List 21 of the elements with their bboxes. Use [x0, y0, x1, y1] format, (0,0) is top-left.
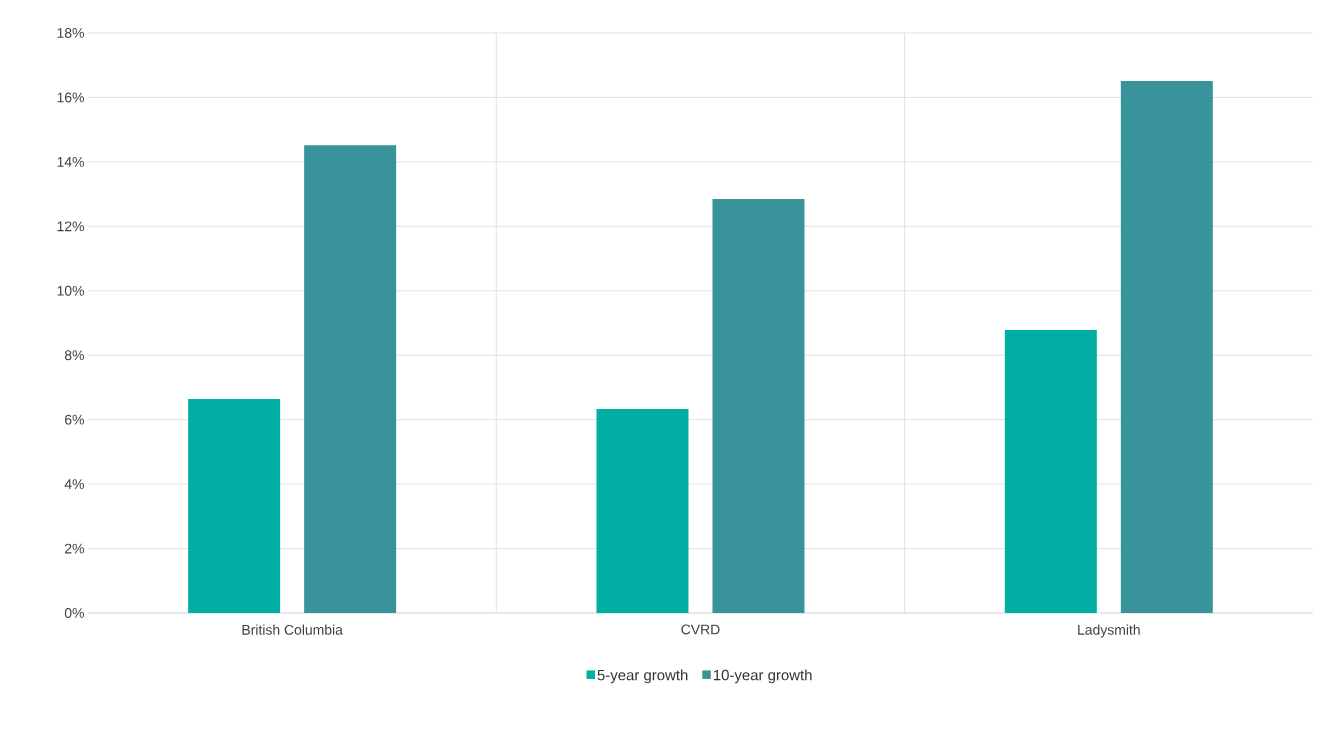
- bar: [596, 409, 689, 613]
- y-tick-label: 10%: [57, 285, 84, 296]
- y-tick-label: 12%: [57, 221, 84, 232]
- bar: [1004, 330, 1097, 613]
- y-tick-label: 14%: [57, 156, 84, 167]
- y-tick-label: 0%: [64, 608, 84, 618]
- legend-label: 5-year growth: [597, 669, 688, 684]
- x-tick-label: Ladysmith: [1078, 624, 1140, 638]
- y-tick-label: 18%: [57, 28, 84, 38]
- y-tick-label: 6%: [65, 414, 84, 425]
- x-tick-label: British Columbia: [242, 624, 343, 635]
- bar: [188, 399, 281, 613]
- bar: [304, 145, 397, 613]
- y-tick-label: 8%: [64, 350, 84, 361]
- bar: [1120, 81, 1213, 613]
- y-tick-label: 2%: [65, 543, 84, 554]
- y-tick-label: 4%: [64, 479, 84, 489]
- legend-label: 10-year growth: [713, 669, 812, 684]
- x-tick-label: CVRD: [681, 624, 720, 635]
- bar: [712, 198, 805, 613]
- y-tick-label: 16%: [57, 92, 84, 103]
